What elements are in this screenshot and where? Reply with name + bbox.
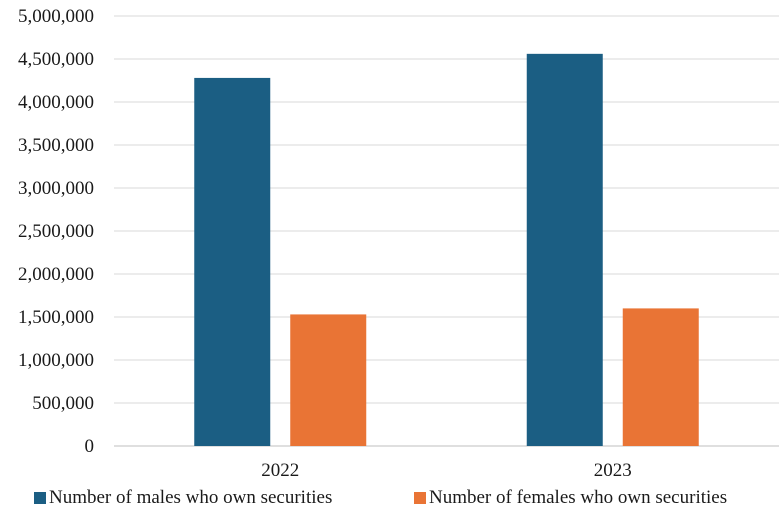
y-tick-label: 1,000,000 [18,350,94,371]
legend: Number of males who own securities Number… [34,487,727,508]
bar-males-2022 [194,77,271,447]
bar-females-2022 [290,314,367,446]
bar-males-2023 [526,53,603,447]
y-tick-label: 4,500,000 [18,49,94,70]
y-axis-tick-labels: 0 500,000 1,000,000 1,500,000 2,000,000 2,500… [18,6,94,457]
bars [194,53,699,447]
x-axis-category-labels: 2022 2023 [261,460,632,481]
legend-label: Number of females who own securities [429,487,727,508]
x-category-label: 2023 [594,460,632,481]
y-tick-label: 1,500,000 [18,307,94,328]
y-tick-label: 2,000,000 [18,264,94,285]
y-tick-label: 5,000,000 [18,6,94,27]
legend-label: Number of males who own securities [49,487,332,508]
legend-swatch [414,492,426,504]
y-tick-label: 2,500,000 [18,221,94,242]
x-category-label: 2022 [261,460,299,481]
legend-swatch [34,492,46,504]
y-tick-label: 0 [85,436,95,457]
y-tick-label: 3,000,000 [18,178,94,199]
y-tick-label: 4,000,000 [18,92,94,113]
y-tick-label: 3,500,000 [18,135,94,156]
bar-females-2023 [622,308,699,446]
y-tick-label: 500,000 [32,393,94,414]
